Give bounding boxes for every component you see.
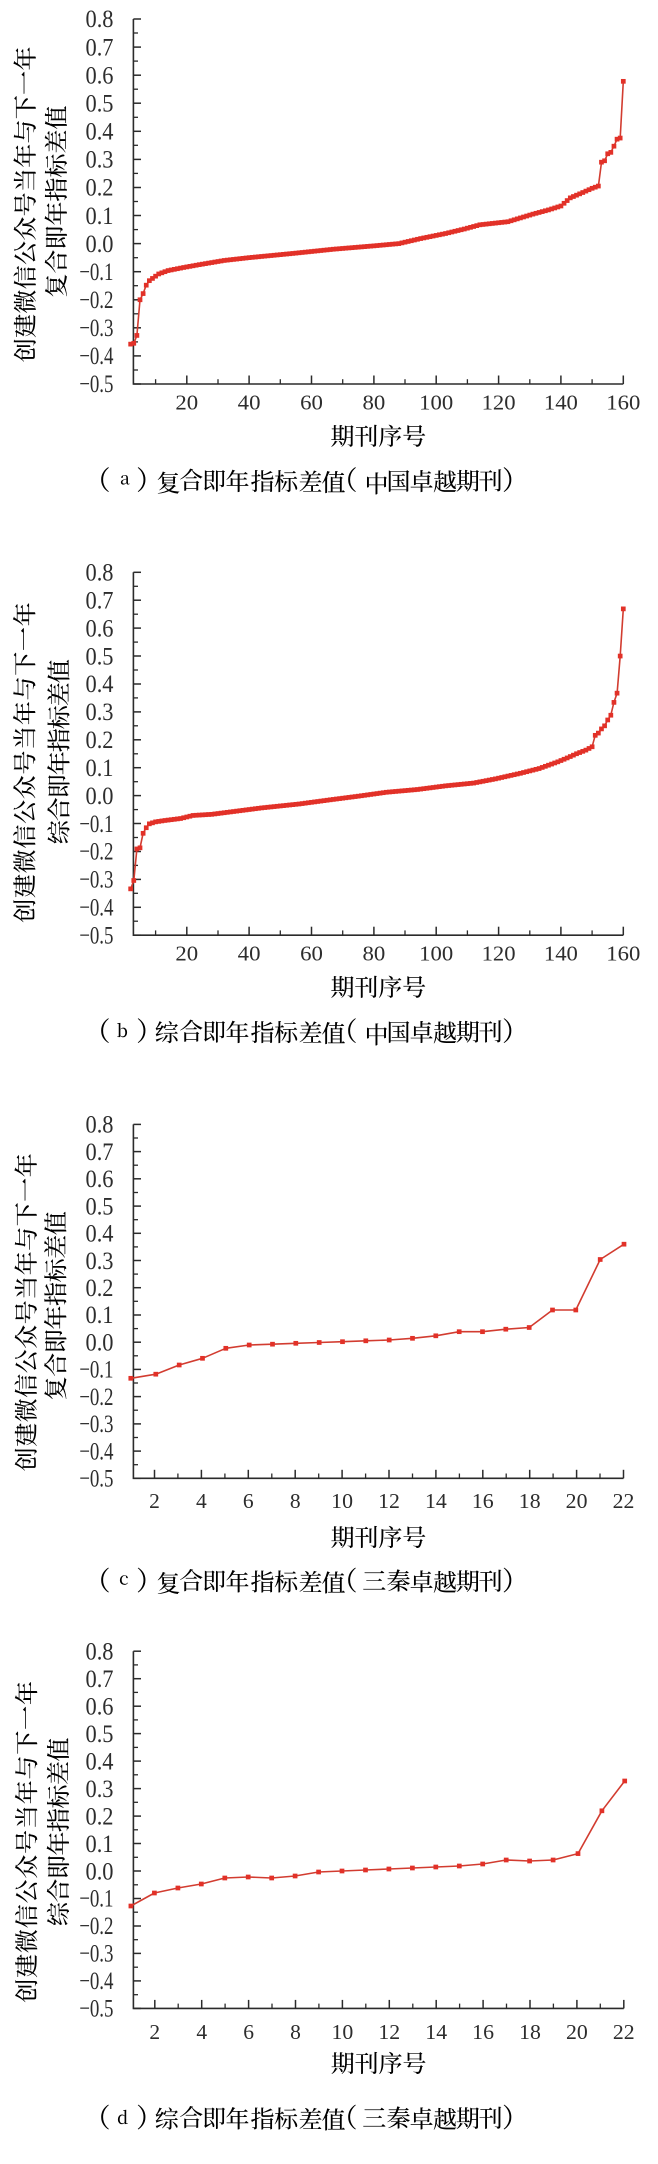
svg-text:−0.1: −0.1 bbox=[79, 811, 113, 838]
svg-text:−0.3: −0.3 bbox=[79, 1411, 113, 1438]
svg-text:120: 120 bbox=[482, 941, 516, 965]
svg-text:10: 10 bbox=[332, 2020, 354, 2044]
svg-text:40: 40 bbox=[238, 941, 261, 965]
svg-text:18: 18 bbox=[519, 2020, 541, 2044]
svg-text:−0.4: −0.4 bbox=[79, 1968, 114, 1995]
svg-text:0.7: 0.7 bbox=[86, 1666, 114, 1693]
svg-text:0.0: 0.0 bbox=[86, 1329, 114, 1356]
svg-text:0.8: 0.8 bbox=[86, 6, 114, 33]
svg-text:20: 20 bbox=[566, 2020, 588, 2044]
svg-text:8: 8 bbox=[290, 1489, 301, 1513]
svg-text:0.1: 0.1 bbox=[86, 755, 114, 782]
svg-text:−0.5: −0.5 bbox=[79, 371, 113, 398]
svg-text:0.7: 0.7 bbox=[86, 588, 114, 615]
svg-text:−0.3: −0.3 bbox=[79, 867, 113, 894]
svg-text:60: 60 bbox=[300, 941, 323, 965]
svg-text:22: 22 bbox=[613, 1489, 635, 1513]
svg-text:0.6: 0.6 bbox=[86, 1166, 114, 1193]
svg-text:0.2: 0.2 bbox=[86, 727, 114, 754]
svg-text:80: 80 bbox=[363, 941, 386, 965]
svg-text:−0.2: −0.2 bbox=[79, 839, 113, 866]
svg-text:0.3: 0.3 bbox=[86, 147, 114, 174]
svg-text:0.8: 0.8 bbox=[86, 1112, 114, 1139]
svg-text:4: 4 bbox=[196, 2020, 207, 2044]
svg-text:10: 10 bbox=[331, 1489, 353, 1513]
svg-text:100: 100 bbox=[419, 941, 453, 965]
svg-text:0.3: 0.3 bbox=[86, 1248, 114, 1275]
svg-text:140: 140 bbox=[544, 941, 578, 965]
svg-text:0.2: 0.2 bbox=[86, 1803, 114, 1830]
svg-text:0.8: 0.8 bbox=[86, 560, 114, 587]
svg-text:6: 6 bbox=[243, 1489, 254, 1513]
svg-text:160: 160 bbox=[606, 941, 640, 965]
svg-text:6: 6 bbox=[243, 2020, 254, 2044]
svg-text:0.4: 0.4 bbox=[86, 671, 114, 698]
svg-text:0.1: 0.1 bbox=[86, 203, 114, 230]
svg-text:−0.1: −0.1 bbox=[79, 1357, 113, 1384]
svg-text:0.0: 0.0 bbox=[86, 1858, 114, 1885]
svg-text:−0.4: −0.4 bbox=[79, 1438, 114, 1465]
svg-text:−0.4: −0.4 bbox=[79, 895, 114, 922]
svg-text:20: 20 bbox=[566, 1489, 588, 1513]
svg-text:8: 8 bbox=[290, 2020, 301, 2044]
svg-text:0.6: 0.6 bbox=[86, 615, 114, 642]
svg-text:12: 12 bbox=[378, 1489, 400, 1513]
svg-text:0.0: 0.0 bbox=[86, 231, 114, 258]
svg-text:−0.5: −0.5 bbox=[79, 1466, 113, 1493]
svg-text:20: 20 bbox=[175, 390, 198, 414]
svg-text:0.5: 0.5 bbox=[86, 91, 114, 118]
svg-text:0.1: 0.1 bbox=[86, 1302, 114, 1329]
svg-text:22: 22 bbox=[613, 2020, 635, 2044]
svg-text:−0.3: −0.3 bbox=[79, 315, 113, 342]
svg-text:18: 18 bbox=[519, 1489, 541, 1513]
svg-text:−0.1: −0.1 bbox=[79, 259, 113, 286]
svg-text:0.6: 0.6 bbox=[86, 1693, 114, 1720]
svg-text:0.3: 0.3 bbox=[86, 699, 114, 726]
svg-text:140: 140 bbox=[544, 390, 578, 414]
svg-text:0.7: 0.7 bbox=[86, 1139, 114, 1166]
svg-text:0.2: 0.2 bbox=[86, 1275, 114, 1302]
svg-text:14: 14 bbox=[425, 1489, 447, 1513]
svg-text:−0.5: −0.5 bbox=[79, 1996, 113, 2023]
svg-text:12: 12 bbox=[378, 2020, 400, 2044]
svg-text:0.4: 0.4 bbox=[86, 1221, 114, 1248]
svg-text:0.8: 0.8 bbox=[86, 1639, 114, 1666]
svg-text:0.3: 0.3 bbox=[86, 1776, 114, 1803]
svg-text:16: 16 bbox=[472, 2020, 494, 2044]
svg-text:0.5: 0.5 bbox=[86, 643, 114, 670]
svg-text:−0.1: −0.1 bbox=[79, 1886, 113, 1913]
svg-text:−0.2: −0.2 bbox=[79, 287, 113, 314]
svg-text:−0.4: −0.4 bbox=[79, 343, 114, 370]
svg-text:0.7: 0.7 bbox=[86, 34, 114, 61]
svg-text:100: 100 bbox=[419, 390, 453, 414]
svg-text:40: 40 bbox=[238, 390, 261, 414]
svg-text:0.4: 0.4 bbox=[86, 119, 114, 146]
svg-text:0.5: 0.5 bbox=[86, 1721, 114, 1748]
svg-text:−0.2: −0.2 bbox=[79, 1384, 113, 1411]
svg-text:0.6: 0.6 bbox=[86, 62, 114, 89]
svg-text:20: 20 bbox=[175, 941, 198, 965]
svg-text:2: 2 bbox=[149, 2020, 160, 2044]
svg-text:0.2: 0.2 bbox=[86, 175, 114, 202]
svg-text:160: 160 bbox=[606, 390, 640, 414]
svg-text:0.5: 0.5 bbox=[86, 1193, 114, 1220]
svg-text:120: 120 bbox=[482, 390, 516, 414]
svg-text:4: 4 bbox=[196, 1489, 207, 1513]
svg-text:−0.5: −0.5 bbox=[79, 923, 113, 950]
svg-text:80: 80 bbox=[363, 390, 386, 414]
svg-text:0.1: 0.1 bbox=[86, 1831, 114, 1858]
svg-text:0.0: 0.0 bbox=[86, 783, 114, 810]
svg-text:−0.3: −0.3 bbox=[79, 1941, 113, 1968]
svg-text:14: 14 bbox=[425, 2020, 447, 2044]
svg-text:2: 2 bbox=[149, 1489, 160, 1513]
svg-text:0.4: 0.4 bbox=[86, 1748, 114, 1775]
svg-text:16: 16 bbox=[472, 1489, 494, 1513]
svg-text:−0.2: −0.2 bbox=[79, 1913, 113, 1940]
svg-text:60: 60 bbox=[300, 390, 323, 414]
